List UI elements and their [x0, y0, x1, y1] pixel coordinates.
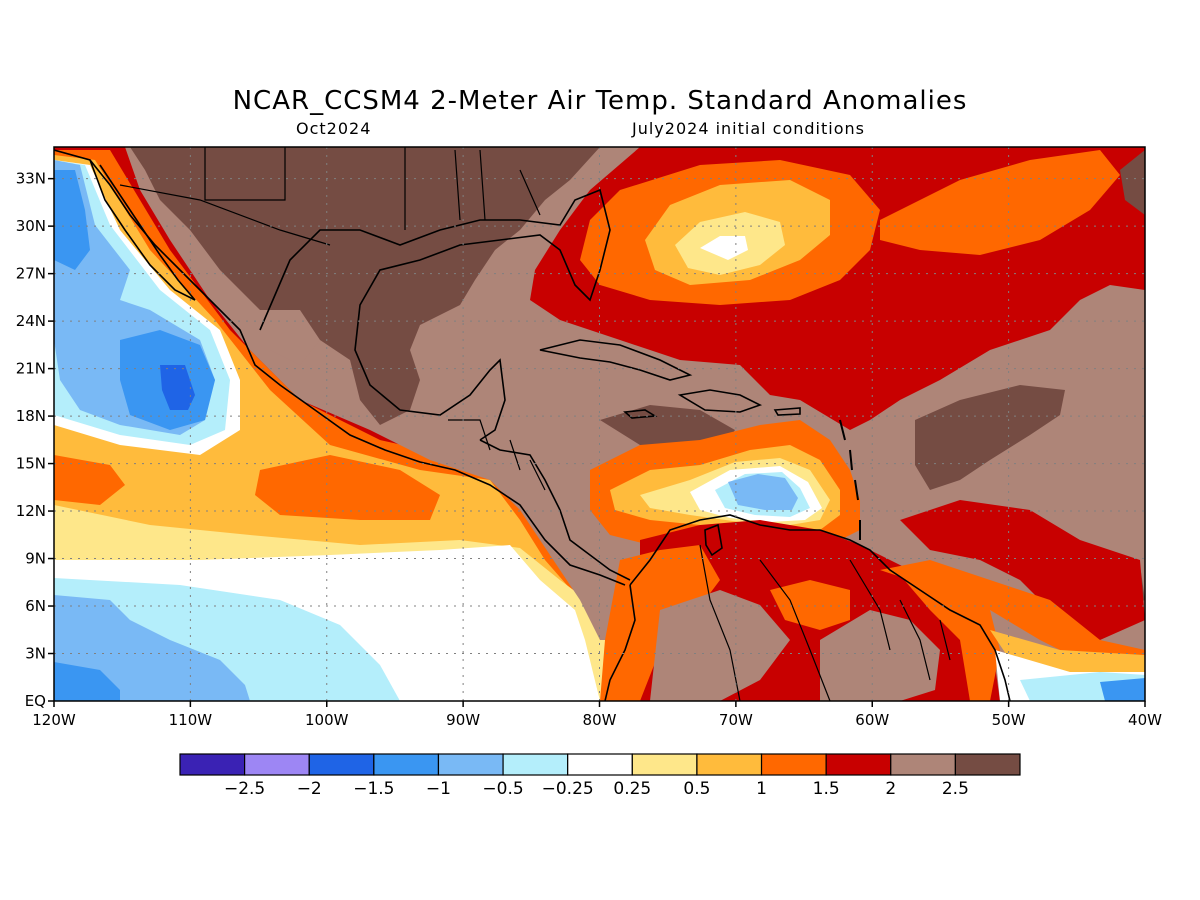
colorbar-label: −0.5	[482, 779, 523, 799]
map-plot-area	[54, 147, 1145, 701]
venezuela-lake-and-islands	[704, 523, 723, 557]
colorbar-label: 0.25	[613, 779, 651, 799]
colorbar-label: −1	[426, 779, 451, 799]
y-tick-label: 21N	[16, 360, 46, 378]
pacific-blue-core-dark	[160, 365, 195, 410]
x-tick-label: 50W	[992, 711, 1026, 729]
colorbar-labels: −2.5 −2 −1.5 −1 −0.5 −0.25 0.25 0.5 1 1.5 2 2.5	[224, 779, 969, 799]
colorbar-label: −2	[297, 779, 322, 799]
pacific-orange-patch-west	[54, 455, 125, 505]
atlantic-dark-blob	[915, 385, 1065, 490]
baja-california	[89, 159, 196, 301]
national-borders-south-america	[699, 544, 951, 701]
y-tick-label: 9N	[25, 550, 46, 568]
init-conditions-label: July2024 initial conditions	[632, 119, 865, 138]
colorbar-label: 2	[885, 779, 896, 799]
colorbar-label: 1.5	[813, 779, 840, 799]
colorbar-swatch	[825, 753, 892, 776]
x-tick-label: 120W	[32, 711, 76, 729]
colorbar-swatch	[890, 753, 956, 776]
y-tick-label: 6N	[25, 597, 46, 615]
colorbar-label: 1	[756, 779, 767, 799]
grid-lines	[54, 147, 1145, 701]
colorbar	[179, 753, 1021, 776]
pacific-orange-patch	[255, 455, 440, 520]
colorbar-swatch	[696, 753, 763, 776]
colorbar-swatch	[373, 753, 440, 776]
y-tick-label: 15N	[16, 455, 46, 473]
colorbar-label: −0.25	[542, 779, 594, 799]
colorbar-label: −2.5	[224, 779, 265, 799]
north-america-dark-brown	[130, 147, 600, 425]
colorbar-swatch	[244, 753, 310, 776]
atlantic-orange-east-strip	[880, 560, 1145, 665]
pacific-coast-mexico	[54, 149, 626, 586]
x-tick-label: 40W	[1128, 711, 1162, 729]
y-tick-label: 24N	[16, 312, 46, 330]
south-america-orange-patch	[770, 580, 850, 630]
south-america-light-brown-east	[820, 610, 940, 701]
pacific-blue-core-north	[54, 170, 90, 270]
national-borders-north	[119, 147, 541, 246]
national-borders-central	[448, 419, 546, 491]
x-tick-label: 60W	[855, 711, 889, 729]
colorbar-swatch	[954, 753, 1021, 776]
x-tick-label: 80W	[583, 711, 617, 729]
colorbar-label: 2.5	[942, 779, 969, 799]
y-tick-label: 30N	[16, 217, 46, 235]
x-tick-label: 70W	[719, 711, 753, 729]
colorbar-swatch	[179, 753, 246, 776]
south-america-west-coast	[604, 584, 636, 701]
east-edge-dark	[1120, 150, 1145, 215]
colorbar-label: 0.5	[683, 779, 710, 799]
colorbar-swatch	[502, 753, 569, 776]
x-tick-label: 110W	[169, 711, 213, 729]
y-tick-label: 18N	[16, 407, 46, 425]
colorbar-swatch	[760, 753, 827, 776]
atlantic-red-east	[900, 500, 1145, 640]
hispaniola	[677, 389, 763, 413]
chart-title: NCAR_CCSM4 2-Meter Air Temp. Standard An…	[232, 86, 968, 116]
gulf-coast	[259, 188, 611, 441]
x-axis: 120W 110W 100W 90W 80W 70W 60W 50W 40W	[32, 701, 1162, 729]
valid-month-label: Oct2024	[296, 119, 372, 138]
x-tick-label: 100W	[305, 711, 349, 729]
south-america-light-brown	[650, 590, 790, 701]
y-tick-label: EQ	[25, 692, 46, 710]
atlantic-white-core	[700, 236, 748, 260]
y-axis: EQ 3N 6N 9N 12N 15N 18N 21N 24N 27N 30N 33N	[16, 170, 54, 710]
coastlines	[54, 147, 1011, 701]
x-tick-label: 90W	[446, 711, 480, 729]
atlantic-orange-east	[880, 150, 1120, 255]
puerto-rico	[773, 407, 801, 416]
y-tick-label: 12N	[16, 502, 46, 520]
atlantic-blue-east	[1100, 678, 1145, 701]
colorbar-label: −1.5	[353, 779, 394, 799]
pacific-blue-southwest-core	[54, 662, 120, 701]
y-tick-label: 27N	[16, 265, 46, 283]
colorbar-swatch	[631, 753, 698, 776]
lesser-antilles	[839, 419, 861, 540]
colorbar-swatch	[437, 753, 504, 776]
caribbean-blue-core	[728, 474, 798, 510]
south-america-north-coast	[629, 514, 1011, 701]
y-tick-label: 3N	[25, 645, 46, 663]
central-america-coast	[479, 439, 631, 581]
mexico-pale-zone	[250, 310, 320, 365]
y-tick-label: 33N	[16, 170, 46, 188]
colorbar-swatch	[308, 753, 375, 776]
colorbar-swatch	[567, 753, 633, 776]
cuba	[539, 339, 693, 381]
